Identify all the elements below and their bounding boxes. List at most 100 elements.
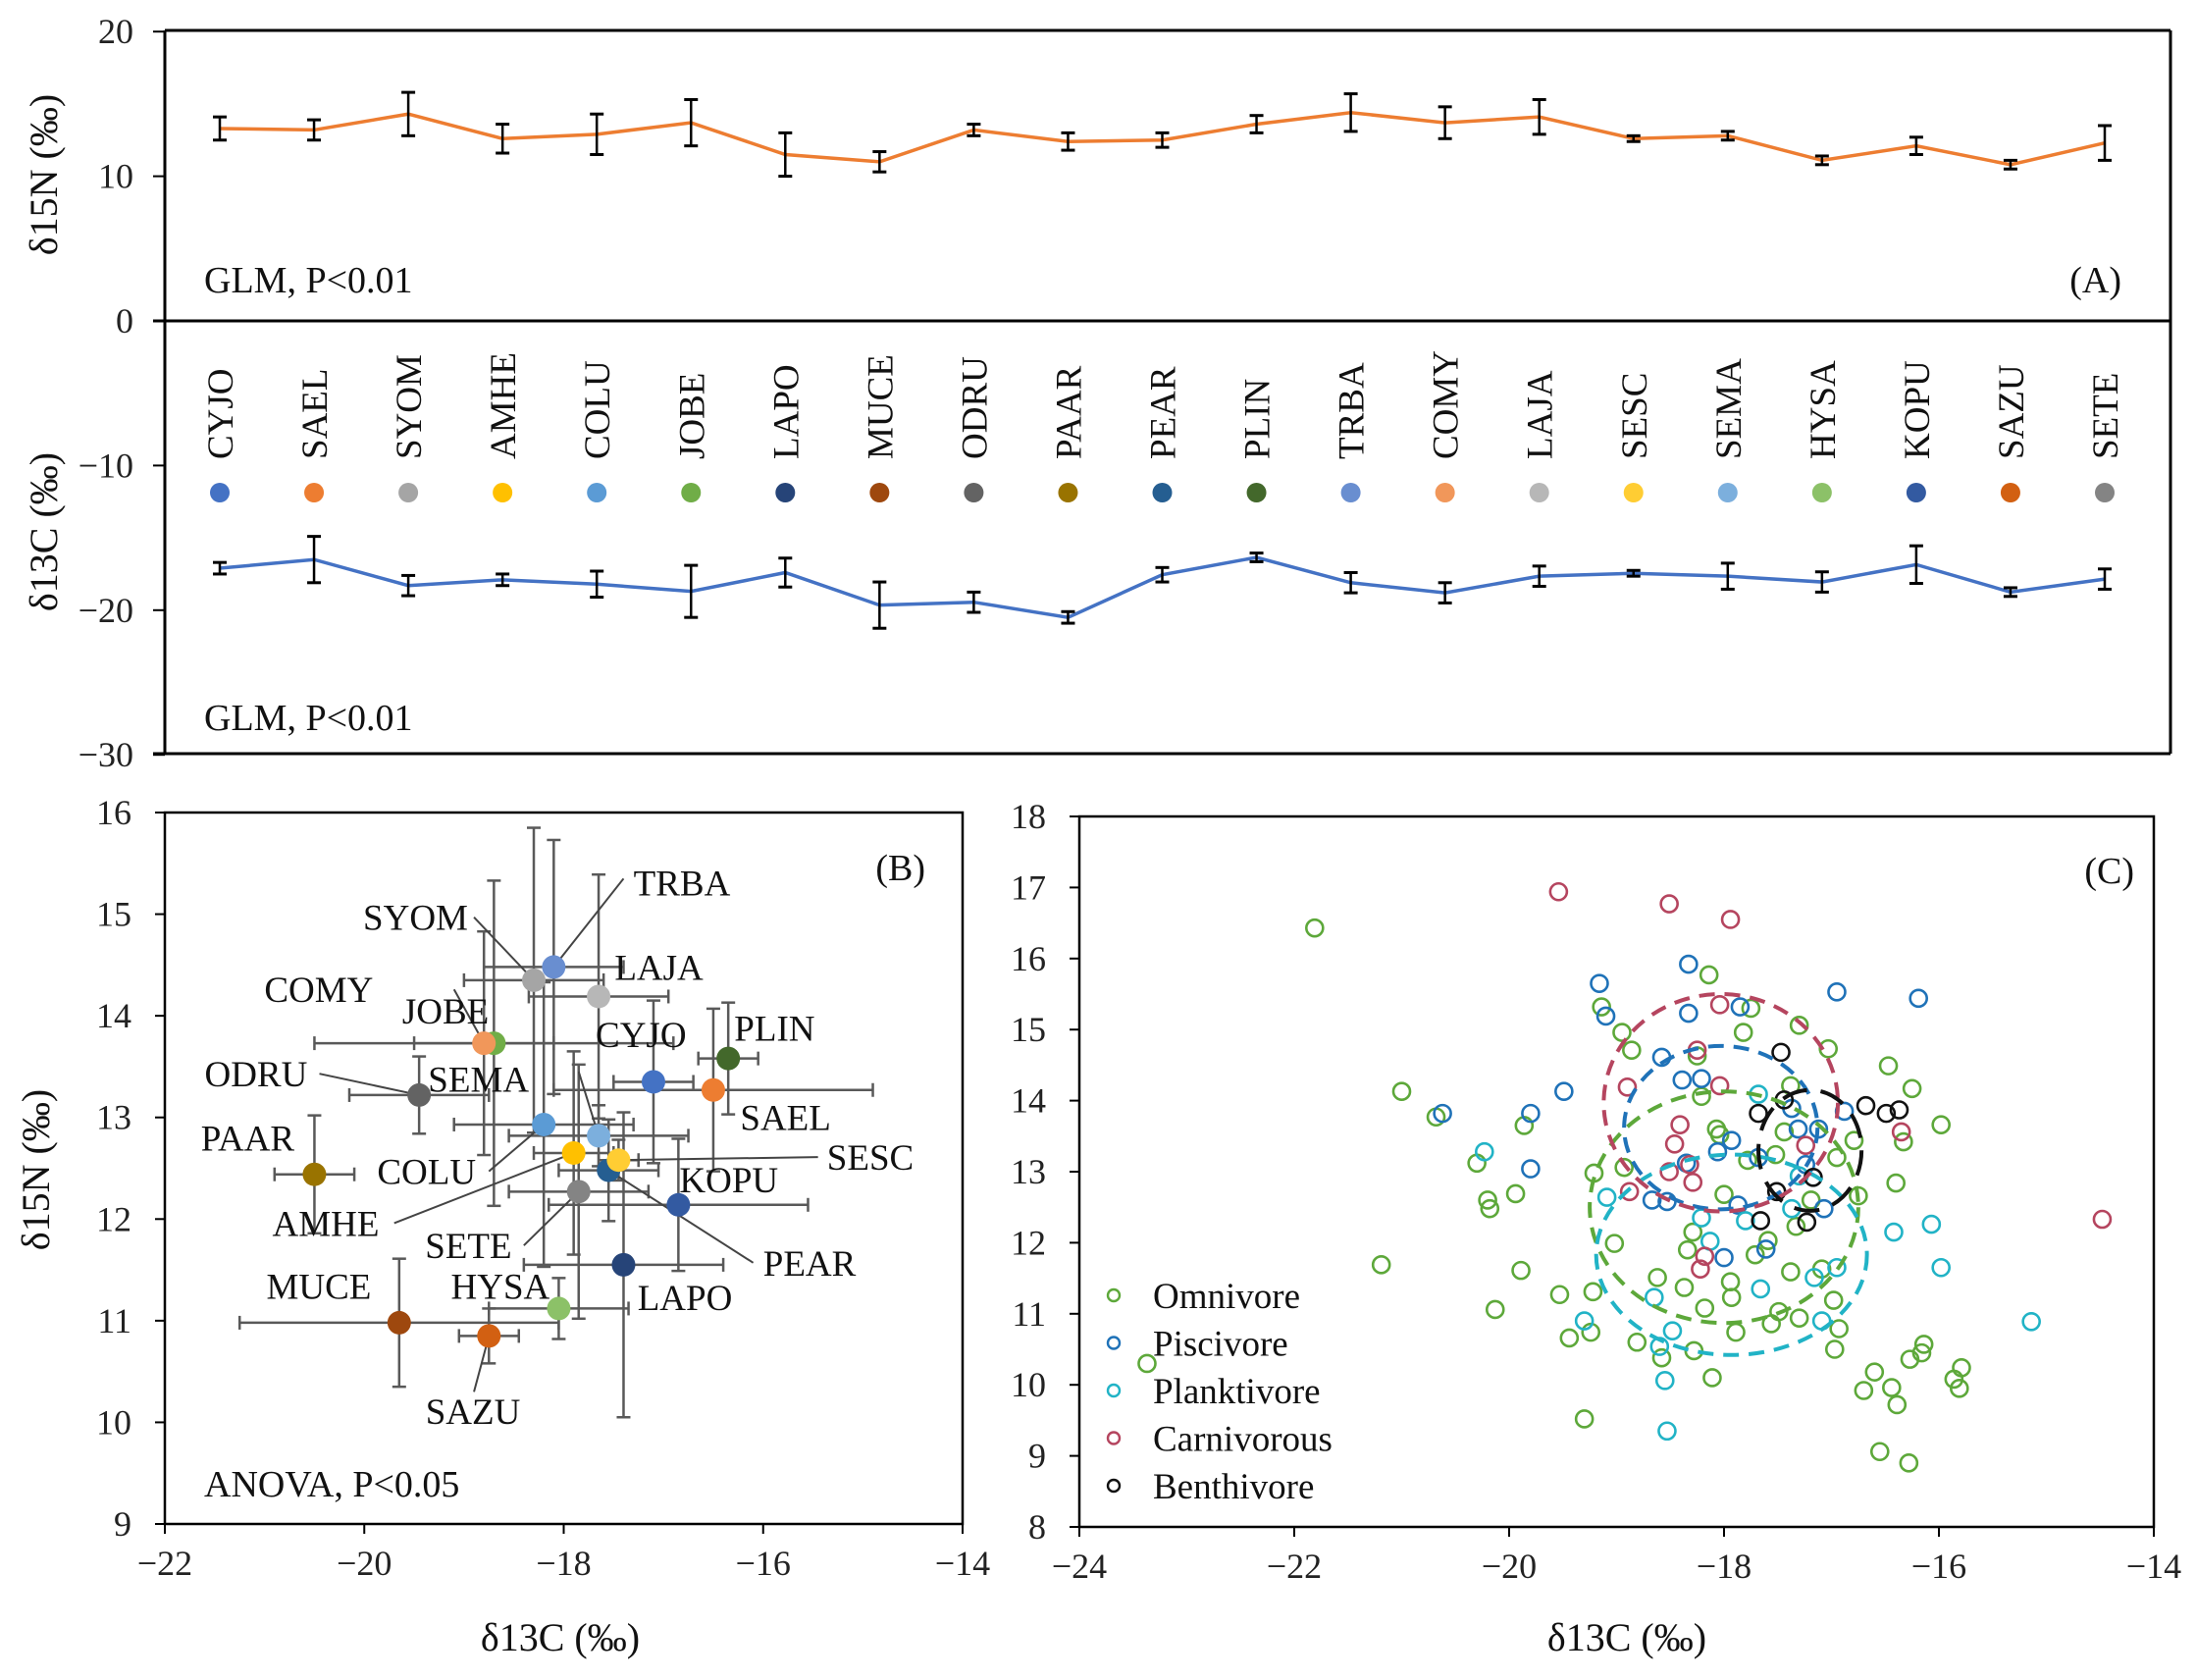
category-color-dot [398,483,419,502]
data-point-cyjo [641,1070,665,1094]
benthivore-point [1876,1103,1897,1124]
piscivore-point [1590,973,1609,993]
category-label: SYOM [390,354,430,459]
point-label-sael: SAEL [740,1099,831,1139]
x-tick-label: −22 [137,1544,192,1583]
data-point-plin [716,1046,741,1071]
omnivore-point [1733,1023,1753,1042]
omnivore-point [1745,1244,1765,1265]
x-tick-label: −18 [1697,1547,1752,1586]
category-label: MUCE [861,354,901,459]
category-label: KOPU [1898,360,1938,459]
omnivore-point [1823,1290,1844,1310]
omnivore-point [1137,1353,1157,1374]
planktivore-point [1921,1214,1942,1234]
point-label-sema: SEMA [428,1060,529,1100]
y-tick-label: 14 [96,996,131,1035]
carnivorous-point [1891,1122,1911,1142]
omnivore-point [1864,1362,1885,1382]
category-color-dot [869,483,890,502]
category-color-dot [1435,483,1455,502]
data-point-sema [587,1124,611,1148]
omnivore-point [1702,1368,1722,1388]
planktivore-point [1657,1421,1677,1442]
y-tick-label: 13 [1011,1152,1046,1191]
carnivorous-point [1695,1246,1715,1266]
glm-annotation-n15: GLM, P<0.01 [204,260,413,301]
category-color-dot [681,483,702,502]
data-point-kopu [666,1192,691,1217]
panel-label-a: (A) [2069,260,2121,301]
omnivore-point [1827,1147,1847,1168]
y-tick-label: −30 [78,735,133,774]
carnivorous-point [1659,1162,1679,1181]
piscivore-point [1721,1130,1742,1150]
piscivore-point [1595,1006,1616,1026]
y-tick-label: 14 [1011,1081,1046,1121]
category-label: LAJA [1521,370,1561,459]
omnivore-point [1789,1308,1809,1328]
category-label: TRBA [1333,362,1373,459]
category-color-dot [1152,483,1173,502]
piscivore-point [1521,1159,1541,1179]
legend-item-benthivore: Benthivore [1106,1467,1314,1507]
omnivore-point [1622,1040,1642,1060]
point-label-sete: SETE [425,1227,511,1267]
legend-marker [1106,1336,1122,1350]
x-tick-label: −22 [1267,1547,1322,1586]
y-tick-label: 10 [98,157,133,196]
omnivore-point [1913,1335,1934,1354]
leader-line [473,916,535,981]
data-point-comy [472,1031,497,1056]
benthivore-point [1856,1095,1876,1116]
omnivore-point [1391,1081,1412,1101]
planktivore-point [1475,1141,1494,1162]
piscivore-point [1707,1141,1728,1162]
omnivore-point [1695,1298,1715,1318]
omnivore-point [1829,1319,1849,1339]
leader-line [552,877,625,969]
piscivore-point [1788,1119,1808,1139]
carnivorous-point [1548,881,1569,902]
category-label: CYJO [201,368,241,459]
y-tick-label: −10 [78,446,133,485]
planktivore-point [1596,1187,1617,1207]
benthivore-point [1889,1100,1909,1120]
data-point-hysa [547,1296,571,1321]
point-label-syom: SYOM [363,899,468,939]
omnivore-point [1511,1260,1531,1281]
planktivore-point [1884,1222,1904,1242]
omnivore-point [1592,997,1611,1017]
point-label-sesc: SESC [827,1138,914,1179]
planktivore-point [1654,1371,1675,1391]
carnivorous-point [1617,1077,1638,1097]
point-label-colu: COLU [377,1153,476,1193]
data-point-sesc [606,1148,631,1173]
category-color-dot [210,483,230,502]
benthivore-point [1771,1042,1791,1063]
piscivore-point [1908,988,1928,1009]
y-tick-label: 12 [96,1199,131,1238]
point-label-plin: PLIN [734,1010,814,1050]
leader-line [319,1073,420,1096]
omnivore-point [1886,1173,1906,1193]
planktivore-point [2021,1311,2041,1332]
benthivore-point [1749,1103,1768,1124]
x-tick-label: −20 [1482,1547,1537,1586]
omnivore-point [1371,1255,1391,1275]
omnivore-point [1950,1379,1969,1398]
category-label: PLIN [1238,379,1279,459]
y-tick-label: 20 [98,12,133,51]
data-point-amhe [561,1140,586,1165]
leader-line [393,1152,575,1225]
omnivore-point [1741,998,1761,1019]
piscivore-ellipse [1622,1043,1820,1212]
data-point-lapo [611,1252,636,1277]
y-tick-label: 12 [1011,1223,1046,1262]
omnivore-point [1604,1234,1625,1253]
data-point-paar [302,1162,327,1186]
data-point-muce [387,1310,411,1335]
omnivore-point [1714,1184,1734,1204]
category-label: HYSA [1804,360,1844,459]
y-tick-label: 11 [1012,1294,1046,1334]
